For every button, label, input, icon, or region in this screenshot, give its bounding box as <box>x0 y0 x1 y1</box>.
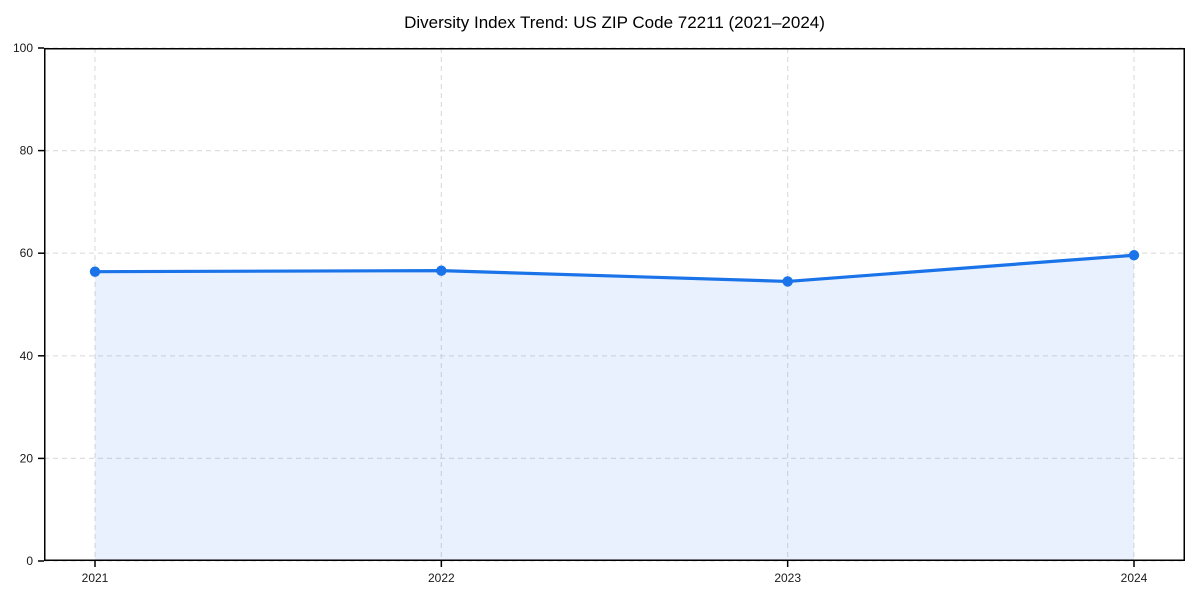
data-point-marker <box>1128 250 1140 261</box>
data-point-marker <box>436 265 447 276</box>
x-tick-label: 2023 <box>774 571 801 585</box>
area-fill <box>95 255 1134 561</box>
x-tick-label: 2022 <box>428 571 455 585</box>
y-tick-label: 80 <box>20 144 34 158</box>
y-tick-label: 100 <box>13 41 33 55</box>
y-tick-label: 60 <box>20 246 34 260</box>
trend-line <box>93 253 1136 284</box>
y-tick-label: 20 <box>20 451 34 465</box>
y-tick-label: 40 <box>20 349 34 363</box>
data-point-marker <box>782 276 793 287</box>
plot-area: 0 20 40 60 80 100 2021 2022 2023 2024 <box>13 41 1185 585</box>
chart-title: Diversity Index Trend: US ZIP Code 72211… <box>404 13 825 32</box>
data-point-marker <box>89 266 101 277</box>
plot-border <box>44 48 1185 561</box>
x-tick-label: 2024 <box>1121 571 1148 585</box>
x-tick-label: 2021 <box>82 571 109 585</box>
y-tick-label: 0 <box>26 554 33 568</box>
